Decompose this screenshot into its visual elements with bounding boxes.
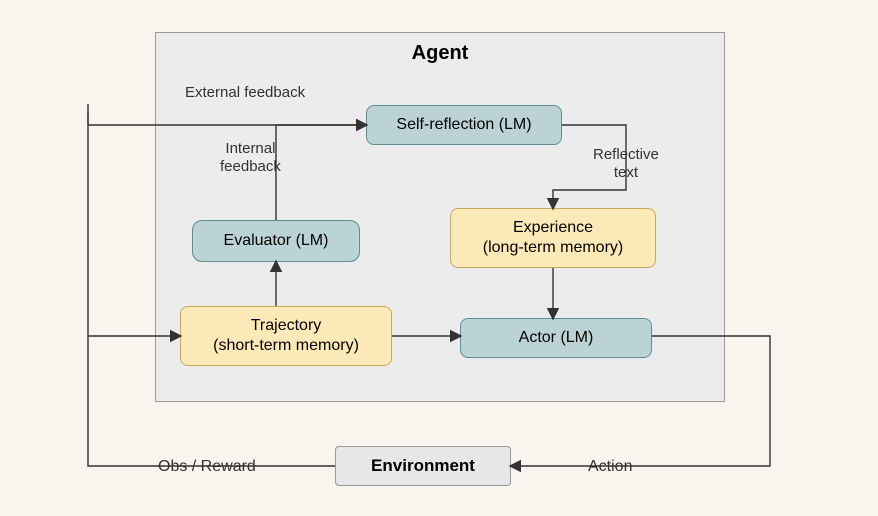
diagram-stage: Agent Self-reflection (LM) Evaluator (LM… (0, 0, 878, 516)
label-obs-reward: Obs / Reward (158, 457, 256, 476)
label-action: Action (588, 457, 632, 476)
node-environment: Environment (335, 446, 511, 486)
node-label: Self-reflection (LM) (396, 115, 531, 135)
node-evaluator: Evaluator (LM) (192, 220, 360, 262)
node-label: Evaluator (LM) (224, 231, 329, 251)
label-internal-feedback: Internal feedback (220, 140, 281, 176)
node-actor: Actor (LM) (460, 318, 652, 358)
node-label: Actor (LM) (519, 328, 594, 348)
label-external-feedback: External feedback (185, 84, 305, 102)
node-experience: Experience (long-term memory) (450, 208, 656, 268)
label-reflective-text: Reflective text (593, 146, 659, 182)
node-self-reflection: Self-reflection (LM) (366, 105, 562, 145)
node-label: Environment (371, 455, 475, 476)
agent-title: Agent (155, 42, 725, 65)
node-label: Trajectory (short-term memory) (213, 316, 359, 356)
node-label: Experience (long-term memory) (483, 218, 623, 258)
node-trajectory: Trajectory (short-term memory) (180, 306, 392, 366)
